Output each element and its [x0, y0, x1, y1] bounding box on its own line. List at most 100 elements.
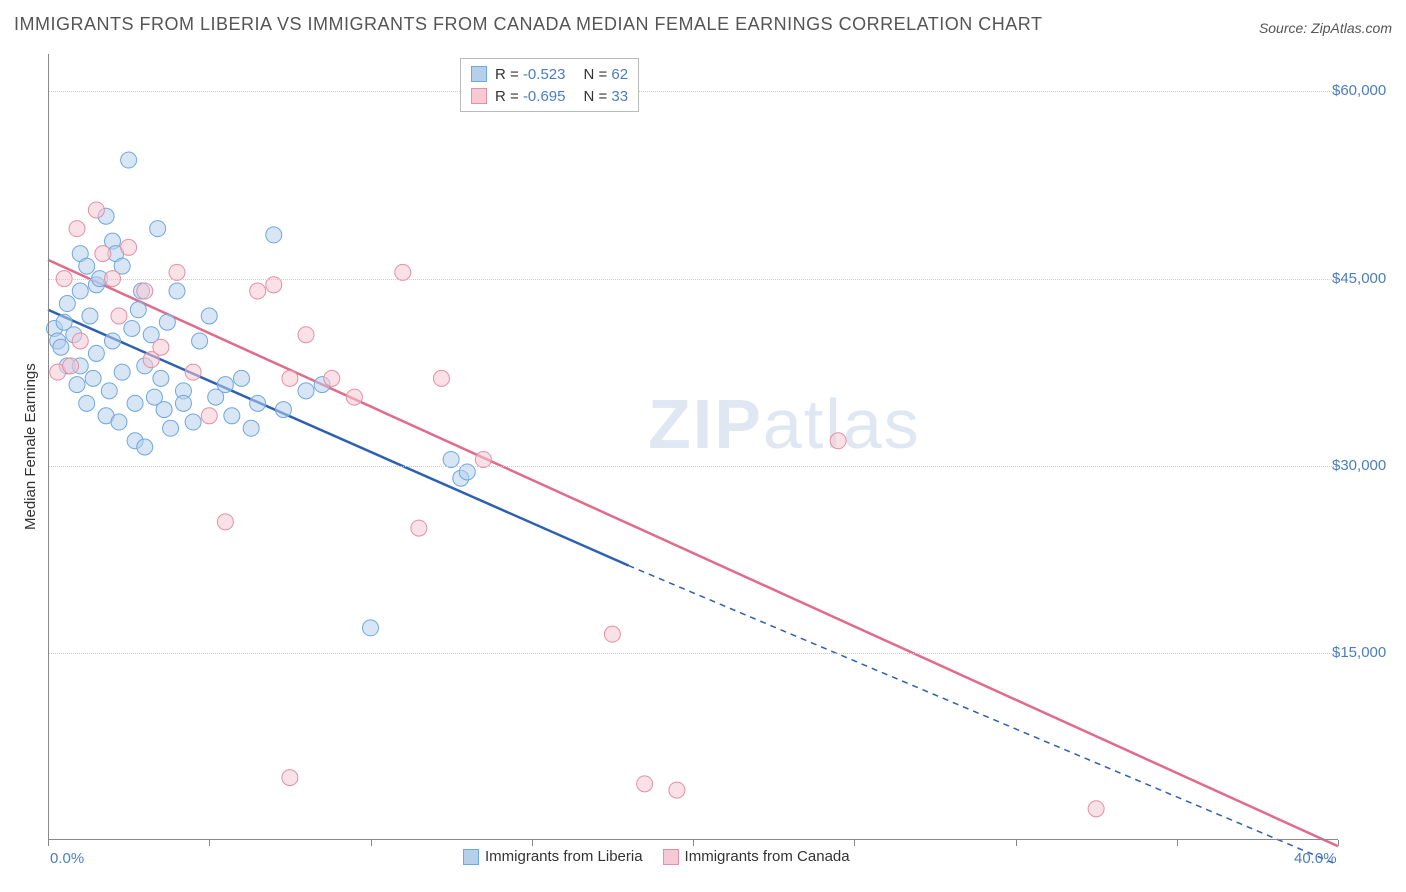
x-tick — [371, 840, 372, 846]
y-axis-label: Median Female Earnings — [22, 363, 39, 530]
chart-title: IMMIGRANTS FROM LIBERIA VS IMMIGRANTS FR… — [14, 14, 1042, 35]
scatter-point-canada — [137, 283, 153, 299]
legend-r-label: R = -0.695 — [495, 88, 565, 105]
scatter-point-canada — [153, 339, 169, 355]
scatter-point-liberia — [69, 377, 85, 393]
scatter-point-liberia — [201, 308, 217, 324]
scatter-point-canada — [185, 364, 201, 380]
legend-swatch — [471, 66, 487, 82]
scatter-point-canada — [282, 770, 298, 786]
legend-swatch — [471, 88, 487, 104]
scatter-point-liberia — [363, 620, 379, 636]
legend-series-label: Immigrants from Liberia — [485, 848, 643, 865]
scatter-point-canada — [121, 239, 137, 255]
scatter-point-liberia — [266, 227, 282, 243]
scatter-point-canada — [411, 520, 427, 536]
x-tick — [693, 840, 694, 846]
y-tick-label: $15,000 — [1332, 644, 1402, 661]
scatter-point-liberia — [111, 414, 127, 430]
scatter-point-liberia — [224, 408, 240, 424]
scatter-point-canada — [72, 333, 88, 349]
legend-series-item: Immigrants from Liberia — [463, 848, 643, 865]
plot-svg — [48, 54, 1338, 840]
scatter-point-canada — [830, 433, 846, 449]
y-tick-label: $60,000 — [1332, 82, 1402, 99]
scatter-point-canada — [282, 370, 298, 386]
legend-series-label: Immigrants from Canada — [685, 848, 850, 865]
legend-n-label: N = 33 — [583, 88, 628, 105]
scatter-point-liberia — [250, 395, 266, 411]
legend-correlation-row: R = -0.523 N = 62 — [471, 63, 628, 85]
scatter-point-liberia — [137, 439, 153, 455]
scatter-point-canada — [1088, 801, 1104, 817]
x-tick — [1177, 840, 1178, 846]
y-tick-label: $30,000 — [1332, 457, 1402, 474]
y-axis — [48, 54, 49, 840]
scatter-point-liberia — [130, 302, 146, 318]
scatter-point-liberia — [59, 296, 75, 312]
scatter-point-liberia — [153, 370, 169, 386]
scatter-point-canada — [69, 221, 85, 237]
scatter-point-canada — [217, 514, 233, 530]
scatter-point-liberia — [88, 345, 104, 361]
scatter-point-liberia — [156, 402, 172, 418]
scatter-point-liberia — [79, 258, 95, 274]
scatter-point-liberia — [105, 333, 121, 349]
grid-line — [48, 653, 1338, 654]
scatter-point-liberia — [101, 383, 117, 399]
scatter-point-liberia — [169, 283, 185, 299]
legend-swatch — [663, 849, 679, 865]
scatter-point-liberia — [124, 320, 140, 336]
scatter-point-liberia — [275, 402, 291, 418]
x-tick — [48, 840, 49, 846]
scatter-point-liberia — [192, 333, 208, 349]
x-tick-label: 40.0% — [1294, 850, 1337, 867]
legend-swatch — [463, 849, 479, 865]
x-tick — [1016, 840, 1017, 846]
scatter-point-liberia — [53, 339, 69, 355]
trend-line-dash-liberia — [629, 566, 1339, 865]
x-tick — [532, 840, 533, 846]
x-tick — [1338, 840, 1339, 846]
scatter-point-liberia — [163, 420, 179, 436]
scatter-point-liberia — [127, 395, 143, 411]
scatter-point-liberia — [234, 370, 250, 386]
scatter-point-liberia — [243, 420, 259, 436]
scatter-point-canada — [324, 370, 340, 386]
scatter-point-canada — [433, 370, 449, 386]
scatter-point-canada — [63, 358, 79, 374]
scatter-point-liberia — [82, 308, 98, 324]
trend-line-canada — [48, 260, 1338, 846]
y-tick-label: $45,000 — [1332, 270, 1402, 287]
x-tick — [854, 840, 855, 846]
grid-line — [48, 91, 1338, 92]
scatter-point-liberia — [185, 414, 201, 430]
scatter-point-liberia — [175, 395, 191, 411]
scatter-point-canada — [637, 776, 653, 792]
scatter-point-canada — [298, 327, 314, 343]
chart-container: IMMIGRANTS FROM LIBERIA VS IMMIGRANTS FR… — [0, 0, 1406, 892]
scatter-point-liberia — [79, 395, 95, 411]
scatter-point-liberia — [114, 364, 130, 380]
source-attribution: Source: ZipAtlas.com — [1259, 20, 1392, 36]
scatter-point-liberia — [159, 314, 175, 330]
scatter-point-canada — [88, 202, 104, 218]
scatter-point-liberia — [298, 383, 314, 399]
scatter-point-canada — [669, 782, 685, 798]
legend-correlation-row: R = -0.695 N = 33 — [471, 85, 628, 107]
legend-series: Immigrants from Liberia Immigrants from C… — [463, 848, 850, 865]
scatter-point-canada — [201, 408, 217, 424]
legend-r-label: R = -0.523 — [495, 66, 565, 83]
legend-n-label: N = 62 — [583, 66, 628, 83]
scatter-point-canada — [95, 246, 111, 262]
legend-series-item: Immigrants from Canada — [663, 848, 850, 865]
scatter-point-liberia — [217, 377, 233, 393]
scatter-point-canada — [111, 308, 127, 324]
scatter-point-canada — [250, 283, 266, 299]
x-tick-label: 0.0% — [50, 850, 84, 867]
scatter-point-liberia — [121, 152, 137, 168]
grid-line — [48, 466, 1338, 467]
scatter-point-liberia — [150, 221, 166, 237]
plot-area: ZIPatlas $15,000$30,000$45,000$60,0000.0… — [48, 54, 1338, 840]
legend-correlation: R = -0.523 N = 62 R = -0.695 N = 33 — [460, 58, 639, 112]
